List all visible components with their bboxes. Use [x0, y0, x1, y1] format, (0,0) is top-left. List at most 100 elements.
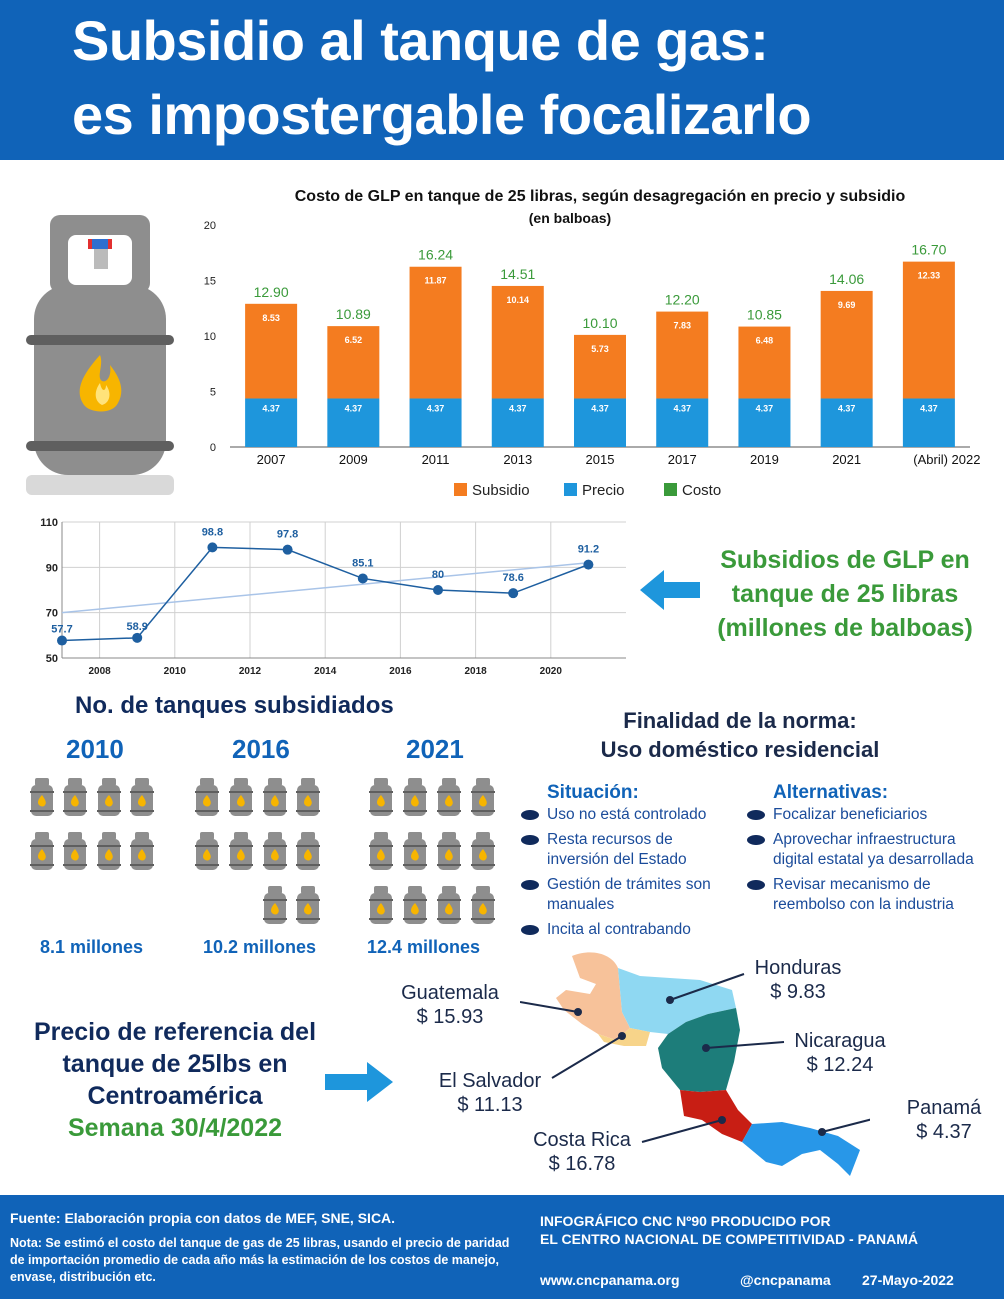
bar-costo-label: 12.90: [254, 284, 289, 300]
referencia-line-1: Precio de referencia del: [33, 1018, 317, 1046]
header-banner: Subsidio al tanque de gas: es imposterga…: [0, 0, 1004, 160]
referencia-line-3: Centroamérica: [87, 1082, 263, 1110]
x-tick-label: 2012: [239, 666, 262, 677]
footer-nota: Nota: Se estimó el costo del tanque de g…: [10, 1236, 510, 1284]
alternativas-item: Aprovechar infraestructura digital estat…: [747, 830, 998, 870]
bar-precio-label: 4.37: [756, 403, 774, 413]
bar-subsidio: [656, 311, 709, 399]
bar-subsidio-label: 5.73: [591, 344, 609, 354]
panama-shape: [742, 1122, 860, 1176]
bar-precio-label: 4.37: [591, 403, 609, 413]
tanks-title: No. de tanques subsidiados: [75, 692, 394, 719]
data-label: 97.8: [277, 529, 298, 541]
footer: Fuente: Elaboración propia con datos de …: [0, 1195, 1004, 1299]
tank-icon: [263, 832, 287, 872]
bar-precio: [574, 398, 626, 447]
nicaragua-shape: [658, 1008, 740, 1092]
data-point: [433, 585, 443, 595]
alternativas-title: Alternativas:: [773, 782, 889, 803]
tanks-year-2016: 2016: [232, 734, 290, 764]
tank-icon: [471, 778, 495, 818]
data-label: 85.1: [352, 557, 373, 569]
x-tick-label: 2008: [88, 666, 111, 677]
y-tick-label: 15: [204, 276, 216, 288]
tank-icon: [403, 886, 427, 926]
tank-icon: [63, 778, 87, 818]
data-point: [357, 573, 368, 584]
referencia-semana: Semana 30/4/2022: [67, 1114, 283, 1142]
bar-subsidio: [574, 334, 626, 399]
bar-precio-label: 4.37: [509, 403, 527, 413]
tank-icon: [403, 778, 427, 818]
situacion-item: Resta recursos de inversión del Estado: [521, 830, 717, 870]
bar-subsidio: [409, 266, 462, 399]
footer-handle[interactable]: @cncpanama: [740, 1272, 831, 1288]
footer-website[interactable]: www.cncpanama.org: [540, 1272, 680, 1288]
tanks-count-2016: 10.2 millones: [203, 937, 317, 957]
bar-chart-subtitle: (en balboas): [528, 210, 612, 226]
tank-icon: [263, 886, 287, 926]
bar-precio: [738, 398, 791, 447]
costa-rica-shape: [680, 1090, 752, 1142]
bar-subsidio-label: 6.52: [345, 335, 363, 345]
flame-icon: [79, 355, 122, 412]
x-tick-label: 2018: [464, 666, 487, 677]
trend-line: [61, 562, 589, 614]
bar-subsidio-label: 11.87: [425, 276, 447, 286]
bar-precio: [656, 398, 709, 447]
x-tick-label: 2014: [314, 666, 337, 677]
arrow-left-icon: [640, 570, 700, 610]
y-tick-label: 20: [204, 220, 216, 232]
situacion-item: Gestión de trámites son manuales: [521, 875, 717, 915]
tank-icon: [229, 832, 253, 872]
bar-costo-label: 10.89: [336, 306, 371, 322]
tank-icon: [30, 832, 54, 872]
tank-icon: [195, 832, 219, 872]
bar-precio-label: 4.37: [920, 403, 938, 413]
bar-precio: [245, 398, 298, 447]
bar-chart: 0 5 10 15 20 4.37 8.53 12.90 2007 4.37 6.52 10.89 2…: [204, 220, 981, 499]
country-nicaragua: Nicaragua $ 12.24: [794, 1030, 886, 1076]
tank-icon: [437, 832, 461, 872]
referencia-title: Precio de referencia del tanque de 25lbs…: [5, 1016, 345, 1144]
bar-precio-label: 4.37: [345, 403, 363, 413]
y-tick-label: 10: [204, 331, 216, 343]
legend-label: Subsidio: [472, 482, 530, 499]
bar-precio: [327, 398, 380, 447]
footer-fuente: Fuente: Elaboración propia con datos de …: [10, 1210, 396, 1226]
bar-subsidio: [245, 303, 298, 399]
bar-precio-label: 4.37: [838, 403, 856, 413]
tank-icon: [403, 832, 427, 872]
title-line-2: es impostergable focalizarlo: [72, 83, 812, 146]
tank-icon: [437, 886, 461, 926]
title-line-1: Subsidio al tanque de gas:: [72, 9, 769, 72]
tank-icon: [296, 778, 320, 818]
data-point: [508, 588, 519, 599]
data-point: [207, 542, 218, 553]
tank-icon: [97, 778, 121, 818]
y-tick-label: 5: [210, 387, 216, 399]
arrow-right-icon: [325, 1062, 393, 1102]
tank-icon: [229, 778, 253, 818]
country-el-salvador: El Salvador $ 11.13: [438, 1070, 542, 1116]
tank-icon: [97, 832, 121, 872]
bar-subsidio-label: 9.69: [838, 300, 856, 310]
alternativas-item: Focalizar beneficiarios: [747, 805, 993, 825]
bar-costo-label: 14.06: [829, 271, 864, 287]
x-tick-label: (Abril) 2022: [913, 452, 980, 467]
tanks-year-2021: 2021: [406, 734, 464, 764]
x-tick-label: 2016: [389, 666, 412, 677]
tanks-count-2010: 8.1 millones: [40, 937, 144, 957]
data-label: 78.6: [502, 572, 523, 584]
bar-precio-label: 4.37: [262, 403, 280, 413]
legend-swatch: [564, 483, 577, 496]
country-panama: Panamá $ 4.37: [906, 1097, 982, 1143]
x-tick-label: 2020: [540, 666, 563, 677]
y-tick-label: 50: [46, 653, 58, 665]
alternativas-item: Revisar mecanismo de reembolso con la in…: [747, 875, 983, 915]
footer-producido-2: EL CENTRO NACIONAL DE COMPETITIVIDAD - P…: [540, 1231, 919, 1247]
central-america-map: [520, 952, 870, 1176]
gas-tank-illustration: [26, 215, 174, 495]
norma-title-1: Finalidad de la norma:: [623, 708, 857, 733]
data-label: 98.8: [202, 526, 223, 538]
